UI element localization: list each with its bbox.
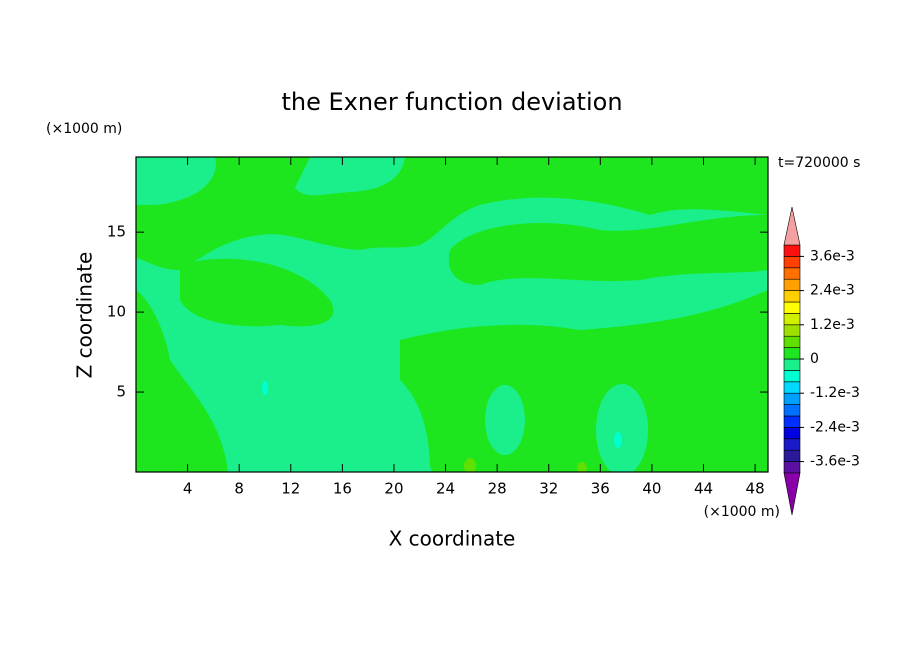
y-tick-label: 15 [107,223,126,241]
x-tick-label: 8 [234,480,244,498]
colorbar-tick-label: -1.2e-3 [810,385,860,401]
colorbar-box [783,370,801,383]
field-region [319,414,432,472]
x-tick-label: 48 [746,480,765,498]
colorbar-tick-label: 2.4e-3 [810,283,855,299]
x-tick-label: 24 [436,480,455,498]
x-tick-label: 44 [694,480,713,498]
colorbar-box [783,392,801,405]
colorbar-box [783,313,801,326]
y-axis-label: Z coordinate [73,252,97,379]
colorbar-box [783,267,801,280]
colorbar-tick-label: -3.6e-3 [810,454,860,470]
colorbar-box [783,244,801,257]
field-region [136,157,768,270]
colorbar-box [783,461,801,474]
field-region [262,381,268,395]
x-unit: (×1000 m) [704,504,780,520]
field-region [136,157,216,205]
x-tick-label: 36 [591,480,610,498]
field-region [596,384,648,472]
field-region [295,157,405,196]
plot-frame [135,156,769,473]
colorbar-box [783,278,801,291]
colorbar-tick-label: 3.6e-3 [810,248,855,264]
chart-title: the Exner function deviation [281,88,622,116]
field-region [614,432,622,448]
colorbar-box [783,290,801,303]
x-axis-label: X coordinate [389,527,516,551]
colorbar-box [783,415,801,428]
field-region [577,462,587,472]
x-tick-label: 20 [384,480,403,498]
x-tick-label: 4 [183,480,193,498]
field-region [448,215,768,285]
field-region [136,290,228,472]
colorbar-tick-label: 0 [810,351,819,367]
colorbar-box [783,256,801,269]
colorbar-box [783,358,801,371]
annotation: t=720000 s [778,155,860,171]
y-unit: (×1000 m) [46,121,122,137]
colorbar-box [783,381,801,394]
colorbar-tick-label: -2.4e-3 [810,419,860,435]
x-tick-label: 40 [642,480,661,498]
colorbar-box [783,324,801,337]
y-tick-label: 5 [116,383,126,401]
x-tick-label: 32 [539,480,558,498]
field-region [485,385,525,455]
colorbar-box [783,347,801,360]
colorbar-box [783,427,801,440]
x-tick-label: 28 [488,480,507,498]
x-tick-label: 16 [333,480,352,498]
colorbar-extend [783,206,801,246]
field-region [464,458,476,472]
colorbar-box [783,301,801,314]
colorbar-box [783,404,801,417]
field-region [180,258,334,327]
x-tick-label: 12 [281,480,300,498]
colorbar-tick-label: 1.2e-3 [810,317,855,333]
colorbar-box [783,335,801,348]
colorbar-extend [783,472,801,516]
contour-field [136,157,768,472]
colorbar-box [783,438,801,451]
colorbar-box [783,449,801,462]
y-tick-label: 10 [107,303,126,321]
